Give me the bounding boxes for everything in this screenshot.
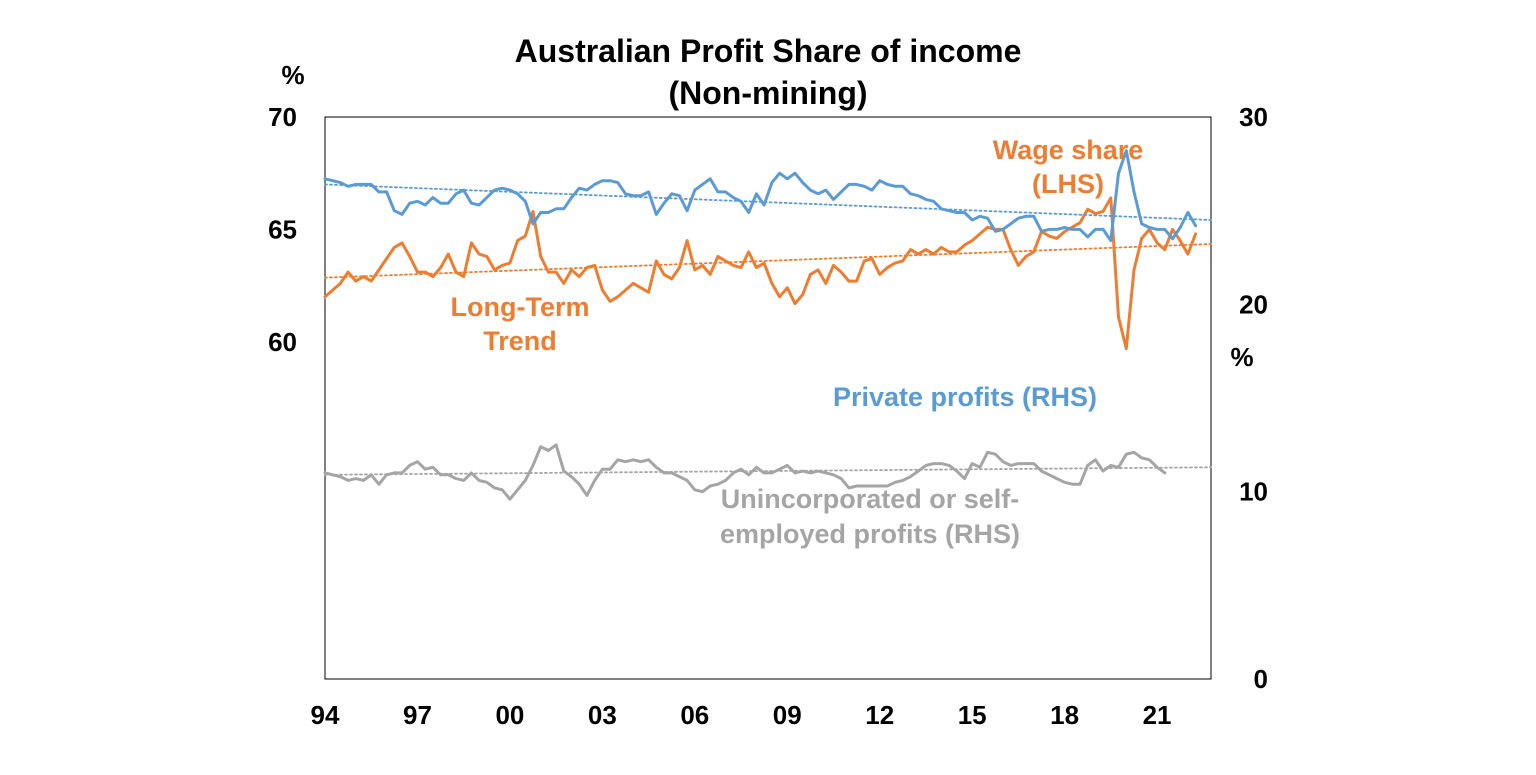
x-tick-label: 94	[311, 700, 340, 730]
left-axis-ticks: 60 65 70	[268, 102, 297, 357]
right-tick-label: 0	[1254, 664, 1268, 694]
left-tick-label: 65	[268, 214, 297, 244]
series-line-wage-share-lhs	[323, 196, 1198, 350]
x-tick-label: 12	[865, 700, 894, 730]
x-axis-ticks: 94 97 00 03 06 09 12 15 18 21	[311, 700, 1172, 730]
unincorporated-label-line1: Unincorporated or self-	[721, 484, 1020, 514]
right-tick-label: 10	[1239, 477, 1268, 507]
x-tick-label: 03	[588, 700, 617, 730]
plot-frame	[324, 116, 1212, 680]
right-axis-ticks: 0 10 20 30	[1239, 102, 1268, 694]
x-tick-label: 97	[403, 700, 432, 730]
wage-share-label-line2: (LHS)	[1032, 169, 1104, 199]
series-line-private-profits-rhs	[323, 149, 1198, 243]
x-tick-label: 15	[958, 700, 987, 730]
left-tick-label: 60	[268, 327, 297, 357]
x-tick-label: 09	[773, 700, 802, 730]
right-tick-label: 20	[1239, 289, 1268, 319]
right-tick-label: 30	[1239, 102, 1268, 132]
x-tick-label: 18	[1050, 700, 1079, 730]
x-tick-label: 21	[1143, 700, 1172, 730]
series-layer	[323, 149, 1212, 501]
private-profits-label: Private profits (RHS)	[833, 382, 1097, 412]
unincorporated-label-line2: employed profits (RHS)	[720, 519, 1020, 549]
left-tick-label: 70	[268, 102, 297, 132]
long-term-trend-label-line1: Long-Term	[451, 292, 590, 322]
long-term-trend-label-line2: Trend	[483, 326, 557, 356]
trend-line-wage-share-trend	[324, 243, 1212, 279]
left-axis-unit: %	[281, 60, 304, 90]
x-tick-label: 00	[495, 700, 524, 730]
x-tick-label: 06	[680, 700, 709, 730]
chart-title-line1: Australian Profit Share of income	[515, 33, 1022, 69]
trend-line-private-profits-trend	[324, 183, 1212, 221]
chart-title-line2: (Non-mining)	[668, 75, 867, 111]
wage-share-label-line1: Wage share	[993, 135, 1144, 165]
right-axis-unit: %	[1230, 342, 1253, 372]
trend-line-unincorporated-trend	[324, 466, 1212, 476]
